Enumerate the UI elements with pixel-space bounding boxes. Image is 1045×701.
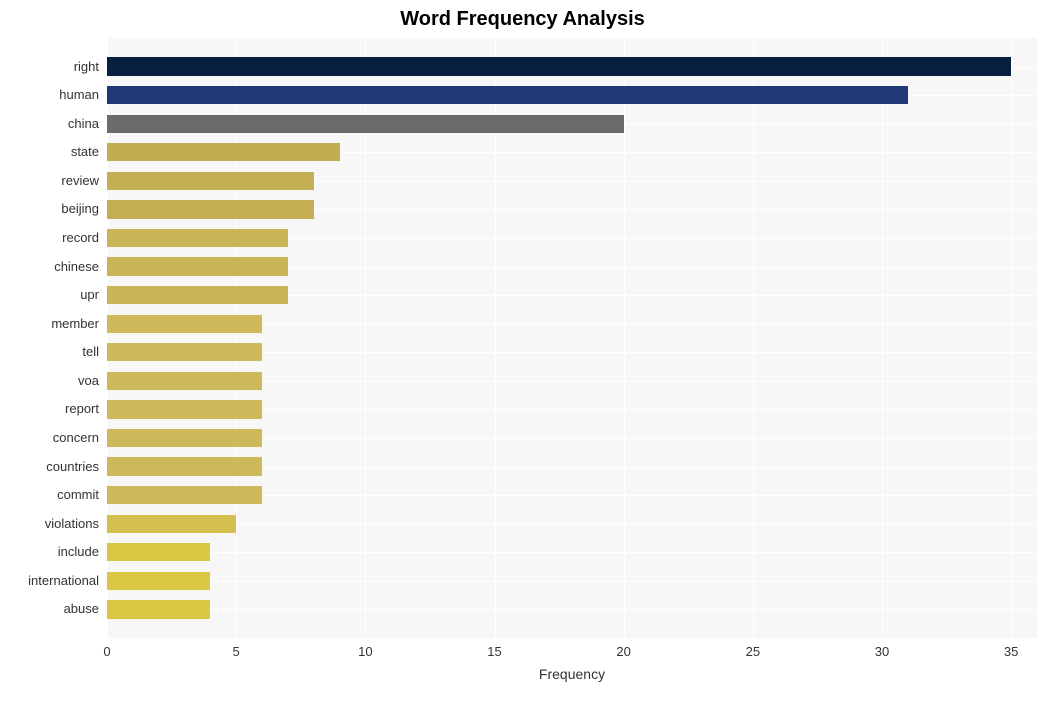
y-tick-label: record: [0, 229, 99, 247]
x-axis-title: Frequency: [107, 666, 1037, 682]
bar: [107, 257, 288, 275]
bar: [107, 400, 262, 418]
bar: [107, 600, 210, 618]
bar: [107, 143, 340, 161]
bar: [107, 457, 262, 475]
y-tick-label: countries: [0, 458, 99, 476]
bar: [107, 286, 288, 304]
plot-area: [107, 38, 1037, 638]
chart-title: Word Frequency Analysis: [0, 8, 1045, 31]
gridline-horizontal: [107, 581, 1037, 582]
y-tick-label: member: [0, 315, 99, 333]
x-tick-label: 35: [991, 644, 1031, 659]
gridline-vertical: [1011, 38, 1012, 638]
chart-container: Word Frequency Analysis Frequency 0 5 10 15…: [0, 0, 1045, 701]
bar: [107, 115, 624, 133]
y-tick-label: international: [0, 572, 99, 590]
bar: [107, 543, 210, 561]
x-tick-label: 30: [862, 644, 902, 659]
y-tick-label: state: [0, 143, 99, 161]
y-tick-label: voa: [0, 372, 99, 390]
gridline-vertical: [882, 38, 883, 638]
bar: [107, 172, 314, 190]
gridline-horizontal: [107, 609, 1037, 610]
gridline-vertical: [624, 38, 625, 638]
y-tick-label: human: [0, 86, 99, 104]
y-tick-label: tell: [0, 343, 99, 361]
bar: [107, 372, 262, 390]
bar: [107, 429, 262, 447]
y-tick-label: beijing: [0, 200, 99, 218]
bar: [107, 486, 262, 504]
y-tick-label: report: [0, 400, 99, 418]
bar: [107, 86, 908, 104]
bar: [107, 57, 1011, 75]
x-tick-label: 10: [345, 644, 385, 659]
gridline-vertical: [753, 38, 754, 638]
bar: [107, 515, 236, 533]
x-tick-label: 15: [475, 644, 515, 659]
y-tick-label: include: [0, 543, 99, 561]
y-tick-label: upr: [0, 286, 99, 304]
y-tick-label: commit: [0, 486, 99, 504]
y-tick-label: concern: [0, 429, 99, 447]
x-tick-label: 0: [87, 644, 127, 659]
gridline-horizontal: [107, 552, 1037, 553]
bar: [107, 572, 210, 590]
x-tick-label: 20: [604, 644, 644, 659]
bar: [107, 315, 262, 333]
y-tick-label: china: [0, 115, 99, 133]
y-tick-label: right: [0, 58, 99, 76]
bar: [107, 200, 314, 218]
x-tick-label: 5: [216, 644, 256, 659]
x-tick-label: 25: [733, 644, 773, 659]
y-tick-label: abuse: [0, 600, 99, 618]
y-tick-label: chinese: [0, 258, 99, 276]
bar: [107, 343, 262, 361]
gridline-horizontal: [107, 524, 1037, 525]
y-tick-label: review: [0, 172, 99, 190]
bar: [107, 229, 288, 247]
y-tick-label: violations: [0, 515, 99, 533]
